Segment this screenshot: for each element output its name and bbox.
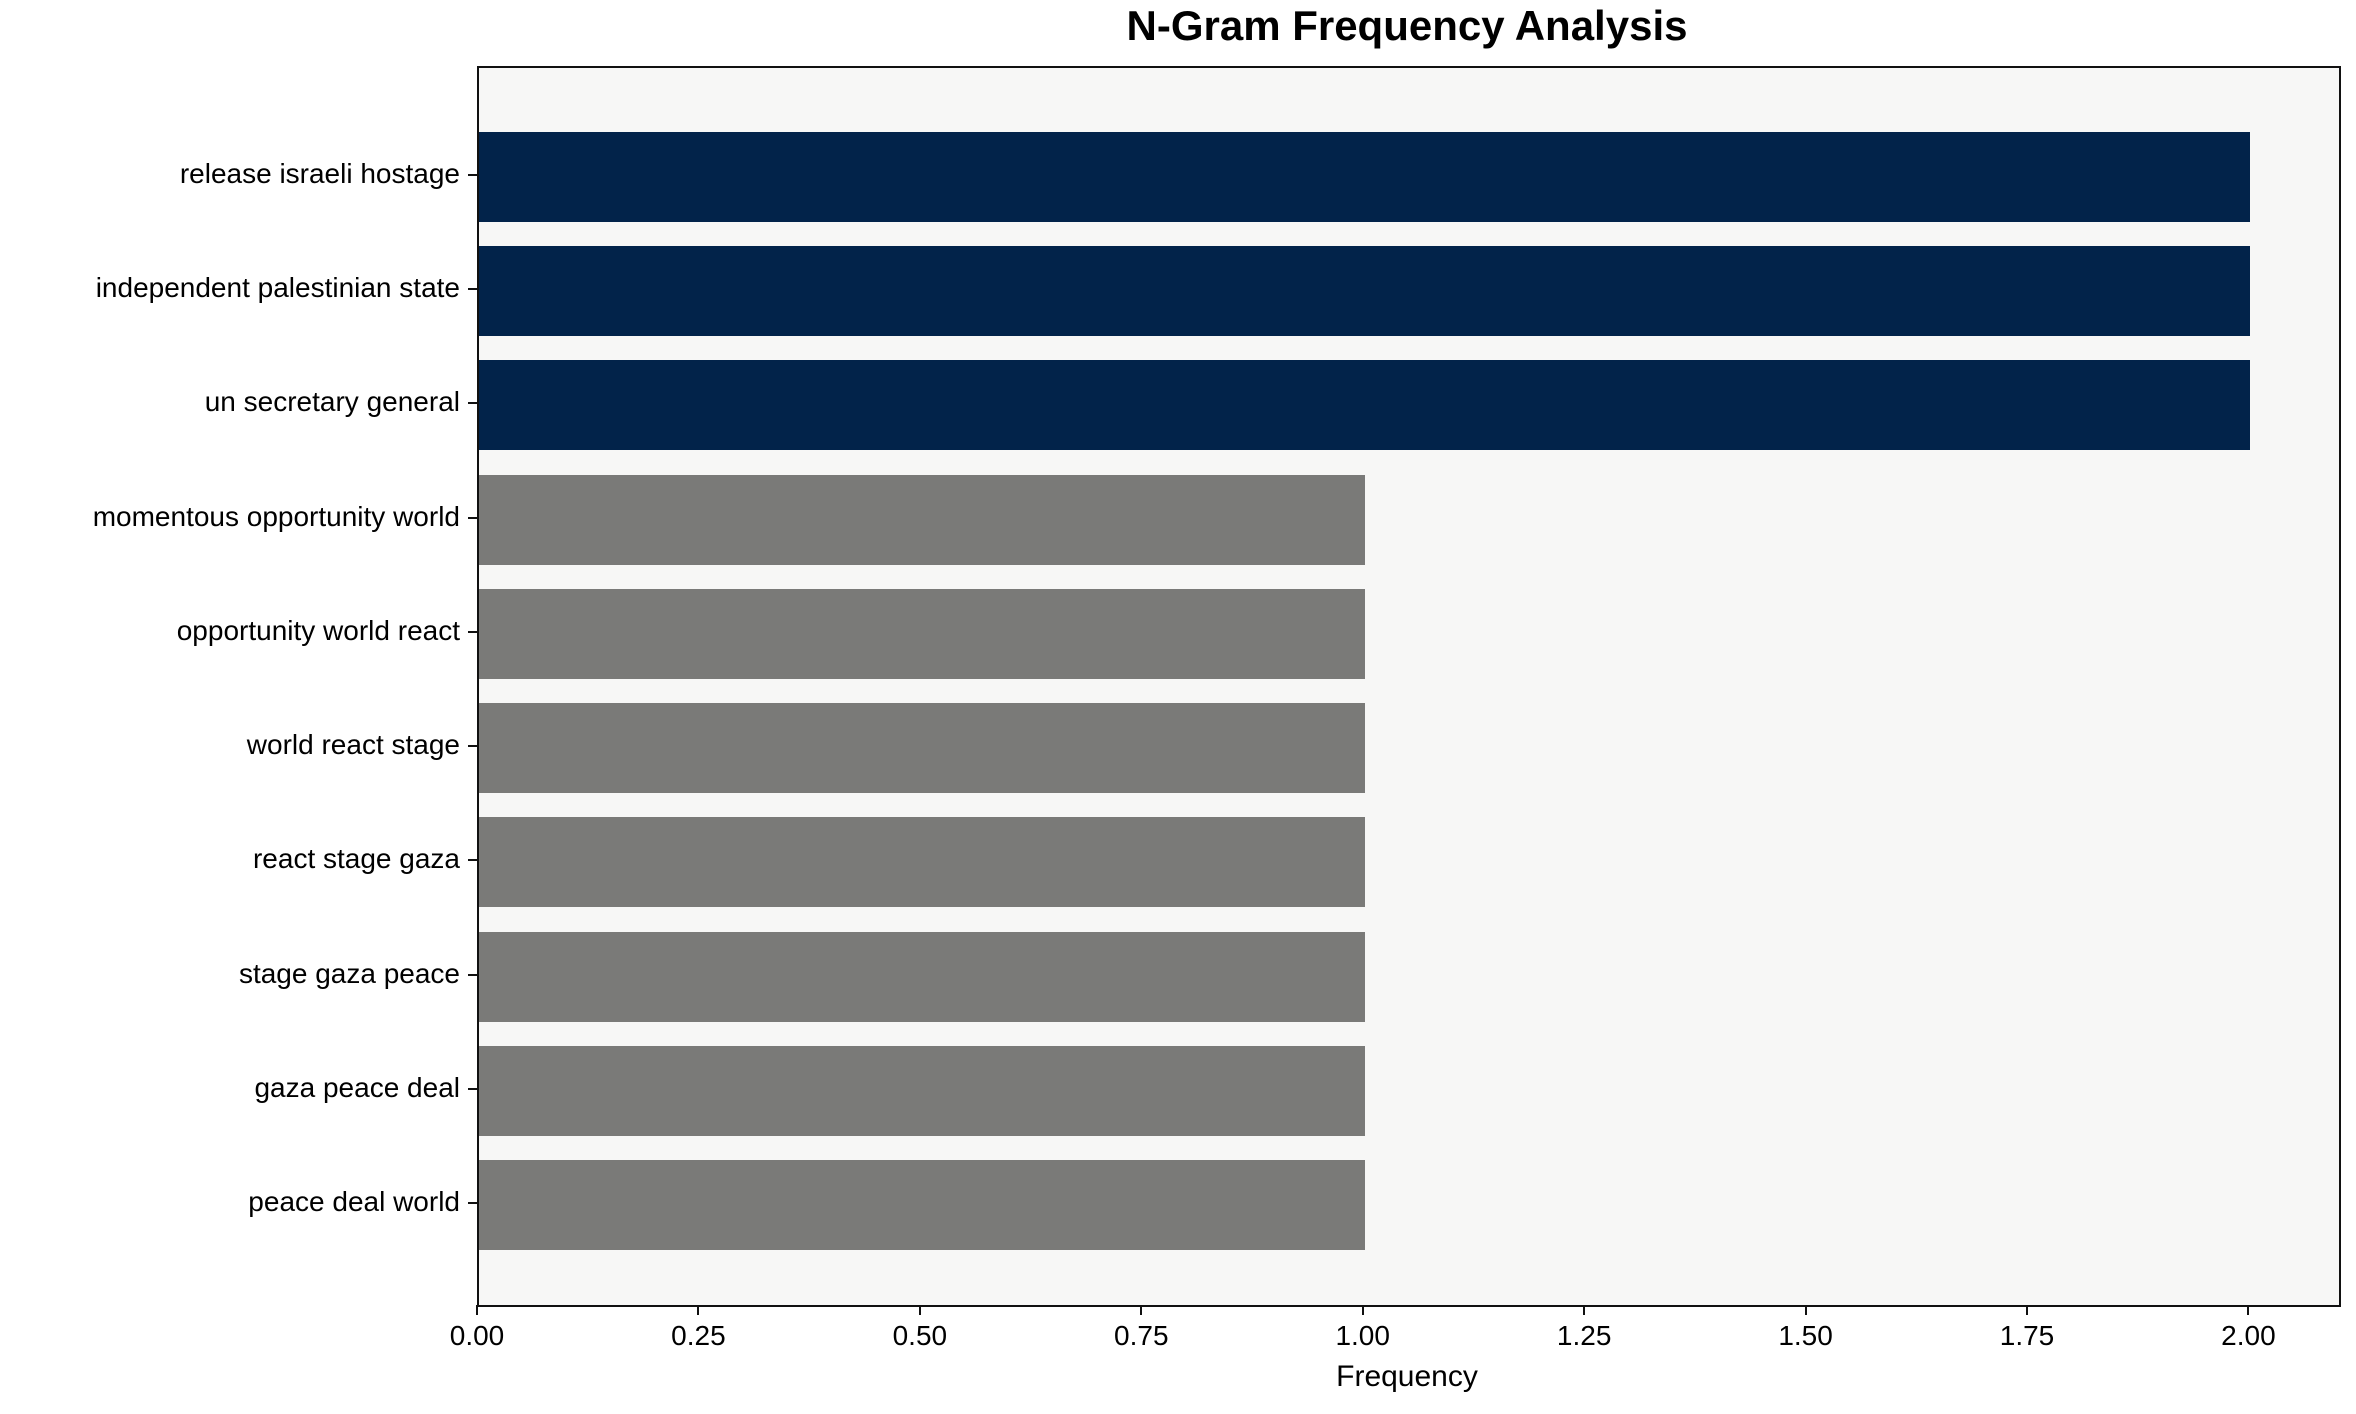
plot-area	[477, 66, 2341, 1307]
x-tick-label-0.00: 0.00	[449, 1320, 505, 1351]
x-tick-mark	[1140, 1305, 1143, 1315]
x-tick-mark	[1804, 1305, 1807, 1315]
x-tick-label-1.50: 1.50	[1778, 1320, 1833, 1351]
x-tick-mark	[1583, 1305, 1586, 1315]
x-tick-mark	[2026, 1305, 2028, 1315]
y-tick-label-momentous-opportunity-world: momentous opportunity world	[92, 500, 460, 532]
bar-stage-gaza-peace	[479, 931, 1365, 1022]
x-tick-mark	[476, 1305, 478, 1315]
bar-independent-palestinian-state	[479, 246, 2251, 337]
y-tick-label-stage-gaza-peace: stage gaza peace	[238, 957, 460, 989]
x-tick-label-2.00: 2.00	[2221, 1320, 2276, 1351]
y-tick-mark	[468, 859, 477, 862]
y-tick-mark	[468, 174, 477, 176]
y-tick-mark	[468, 630, 477, 633]
y-tick-label-un-secretary-general: un secretary general	[204, 386, 460, 418]
bar-momentous-opportunity-world	[479, 474, 1365, 565]
bar-un-secretary-general	[479, 360, 2251, 451]
bar-react-stage-gaza	[479, 817, 1365, 908]
y-tick-mark	[468, 973, 477, 976]
y-tick-mark	[468, 1201, 477, 1204]
bar-peace-deal-world	[479, 1159, 1365, 1250]
x-tick-mark	[697, 1305, 700, 1315]
y-tick-label-release-israeli-hostage: release israeli hostage	[179, 158, 460, 189]
x-tick-label-0.50: 0.50	[892, 1320, 948, 1351]
bar-opportunity-world-react	[479, 588, 1365, 679]
x-tick-label-1.25: 1.25	[1556, 1320, 1612, 1351]
y-tick-label-react-stage-gaza: react stage gaza	[252, 843, 460, 875]
x-tick-label-0.25: 0.25	[671, 1320, 726, 1351]
x-tick-mark	[918, 1305, 921, 1315]
y-tick-mark	[468, 288, 477, 291]
y-tick-mark	[468, 402, 477, 405]
y-tick-label-peace-deal-world: peace deal world	[248, 1185, 460, 1217]
bar-gaza-peace-deal	[479, 1045, 1365, 1136]
x-tick-mark	[2247, 1305, 2250, 1315]
y-tick-label-opportunity-world-react: opportunity world react	[176, 614, 460, 646]
x-tick-label-1.00: 1.00	[1335, 1320, 1390, 1351]
bar-world-react-stage	[479, 703, 1365, 794]
y-tick-label-gaza-peace-deal: gaza peace deal	[254, 1071, 460, 1103]
x-tick-label-1.75: 1.75	[1999, 1320, 2055, 1351]
y-tick-mark	[468, 1087, 477, 1090]
y-tick-mark	[468, 745, 477, 748]
y-tick-mark	[468, 516, 477, 519]
x-tick-label-0.75: 0.75	[1114, 1320, 1169, 1351]
chart-title: N-Gram Frequency Analysis	[1126, 2, 1688, 49]
y-tick-label-independent-palestinian-state: independent palestinian state	[95, 272, 460, 304]
x-axis-title: Frequency	[1336, 1360, 1478, 1393]
bar-release-israeli-hostage	[479, 132, 2251, 222]
x-tick-mark	[1361, 1305, 1364, 1315]
y-tick-label-world-react-stage: world react stage	[246, 729, 460, 761]
